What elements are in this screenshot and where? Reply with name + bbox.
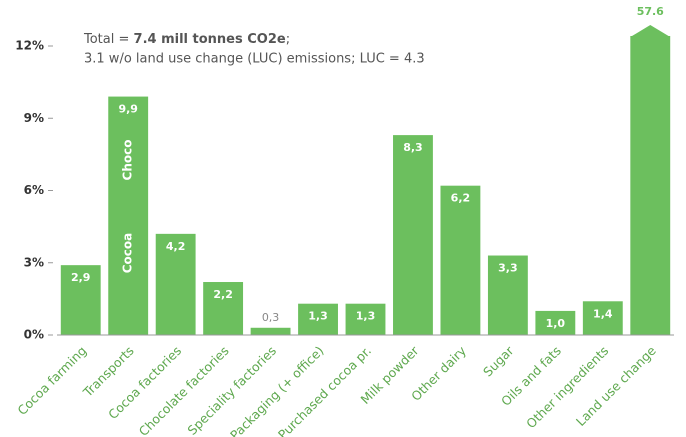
bar — [155, 233, 196, 335]
bar — [582, 301, 623, 335]
y-tick-label: 6% — [24, 183, 44, 197]
y-tick-label: 3% — [24, 255, 44, 269]
value-label: 0,3 — [262, 311, 280, 324]
bar — [393, 135, 433, 335]
bar — [487, 255, 528, 335]
value-label: 2,2 — [213, 288, 233, 301]
bar — [298, 303, 338, 335]
value-label: 1,3 — [356, 310, 376, 323]
x-tick-label: Land use change — [573, 343, 659, 429]
y-tick-label: 0% — [24, 328, 44, 342]
bars — [60, 36, 671, 335]
value-label: 8,3 — [403, 141, 423, 154]
bar — [108, 96, 149, 335]
bar-annotation: Choco — [121, 140, 135, 181]
x-tick-label: Sugar — [480, 342, 517, 379]
value-label: 9,9 — [118, 103, 138, 116]
bar — [440, 185, 481, 335]
value-label: 4,2 — [166, 240, 186, 253]
y-tick-label: 12% — [15, 39, 44, 53]
value-label: 1,0 — [546, 317, 566, 330]
value-label: 1,4 — [593, 307, 613, 320]
annotation: Total = 7.4 mill tonnes CO2e; — [83, 32, 290, 47]
y-tick-label: 9% — [24, 111, 44, 125]
annotation-emphasis: 7.4 mill tonnes CO2e — [134, 32, 286, 47]
value-label: 6,2 — [451, 192, 471, 205]
annotation-lead: Total = — [83, 32, 134, 47]
bar — [60, 265, 101, 335]
bar — [203, 282, 244, 335]
value-label: 3,3 — [498, 262, 518, 275]
x-tick-label: Chocolate factories — [136, 343, 232, 437]
x-tick-label: Cocoa farming — [14, 343, 89, 418]
x-tick-label: Other ingredients — [523, 343, 611, 431]
bar-annotation: Cocoa — [121, 233, 135, 274]
value-label: 57.6 — [637, 5, 664, 18]
x-tick-label: Speciality factories — [184, 343, 279, 437]
bar — [535, 310, 576, 335]
bar — [250, 327, 291, 335]
value-label: 2,9 — [71, 271, 91, 284]
annotation-tail: ; — [286, 32, 290, 47]
bar — [630, 36, 671, 335]
value-label: 1,3 — [308, 310, 328, 323]
annotation-line2: 3.1 w/o land use change (LUC) emissions;… — [84, 52, 425, 67]
bar — [345, 303, 386, 335]
overflow-tip — [630, 25, 671, 37]
